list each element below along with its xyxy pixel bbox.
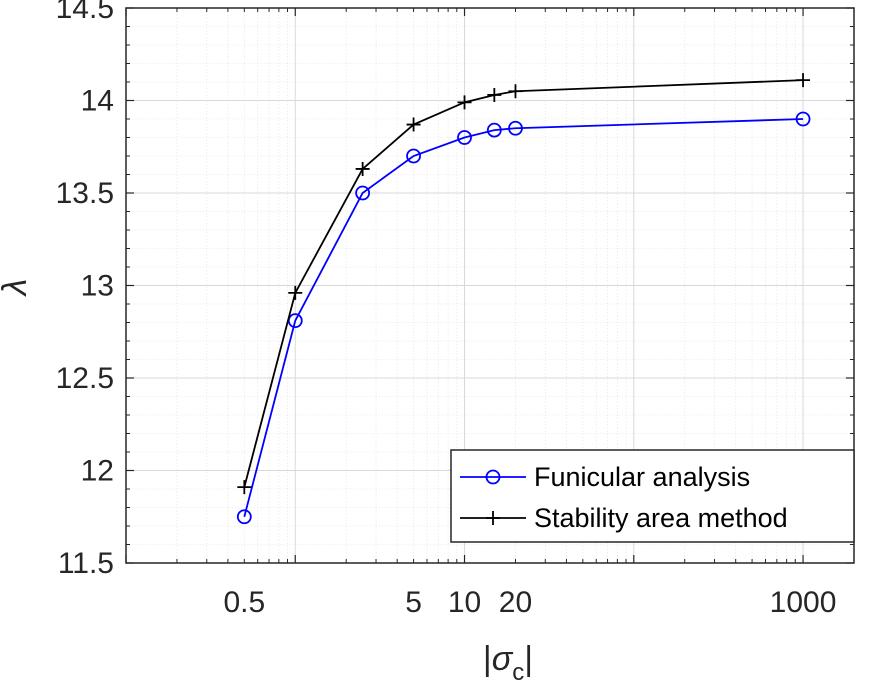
data-point-funicular bbox=[236, 509, 252, 525]
x-axis-label-bar-right: | bbox=[524, 640, 533, 678]
data-point-funicular bbox=[508, 120, 523, 136]
y-tick-label: 13 bbox=[81, 270, 114, 303]
x-tick-label: 1000 bbox=[770, 586, 837, 619]
x-tick-label: 0.5 bbox=[223, 586, 265, 619]
y-tick-label: 14.5 bbox=[56, 0, 114, 25]
legend-box bbox=[450, 449, 855, 543]
legend-marker-stability bbox=[486, 511, 500, 525]
data-point-stability bbox=[288, 285, 303, 300]
x-axis-label: |σc| bbox=[483, 640, 533, 684]
data-point-funicular bbox=[406, 148, 421, 164]
legend-label-funicular: Funicular analysis bbox=[534, 462, 750, 492]
data-point-stability bbox=[406, 117, 421, 132]
y-tick-label: 11.5 bbox=[58, 547, 114, 580]
data-point-stability bbox=[796, 73, 811, 88]
x-tick-labels: 0.5 5 10 20 1000 bbox=[223, 586, 836, 619]
y-tick-label: 14 bbox=[81, 85, 114, 118]
series-stability bbox=[237, 73, 811, 495]
data-point-stability bbox=[487, 87, 502, 102]
x-tick-label: 5 bbox=[405, 586, 422, 619]
y-tick-label: 13.5 bbox=[56, 177, 114, 210]
x-tick-label: 10 bbox=[448, 586, 481, 619]
series-funicular bbox=[236, 111, 811, 525]
y-axis-label: λ bbox=[0, 279, 34, 298]
data-point-stability bbox=[457, 95, 472, 110]
x-axis-label-symbol: σ bbox=[492, 640, 514, 678]
data-point-stability bbox=[237, 480, 252, 495]
legend-label-stability: Stability area method bbox=[534, 503, 788, 533]
series-line-funicular bbox=[243, 118, 804, 517]
legend-marker-funicular bbox=[485, 469, 501, 485]
data-point-stability bbox=[508, 84, 523, 99]
y-tick-label: 12 bbox=[81, 455, 114, 488]
data-point-funicular bbox=[457, 130, 472, 145]
y-tick-label: 12.5 bbox=[56, 362, 114, 395]
series-layer bbox=[236, 73, 811, 525]
data-point-funicular bbox=[355, 185, 371, 201]
data-point-funicular bbox=[486, 122, 502, 138]
y-tick-labels: 11.5 12 12.5 13 13.5 14 14.5 bbox=[56, 0, 114, 580]
x-axis-label-subscript: c bbox=[512, 659, 524, 684]
data-point-funicular bbox=[795, 111, 811, 127]
x-tick-label: 20 bbox=[499, 586, 532, 619]
x-axis-label-bar-left: | bbox=[483, 640, 492, 678]
data-point-stability bbox=[355, 161, 370, 176]
legend: Funicular analysis Stability area method bbox=[450, 449, 855, 543]
